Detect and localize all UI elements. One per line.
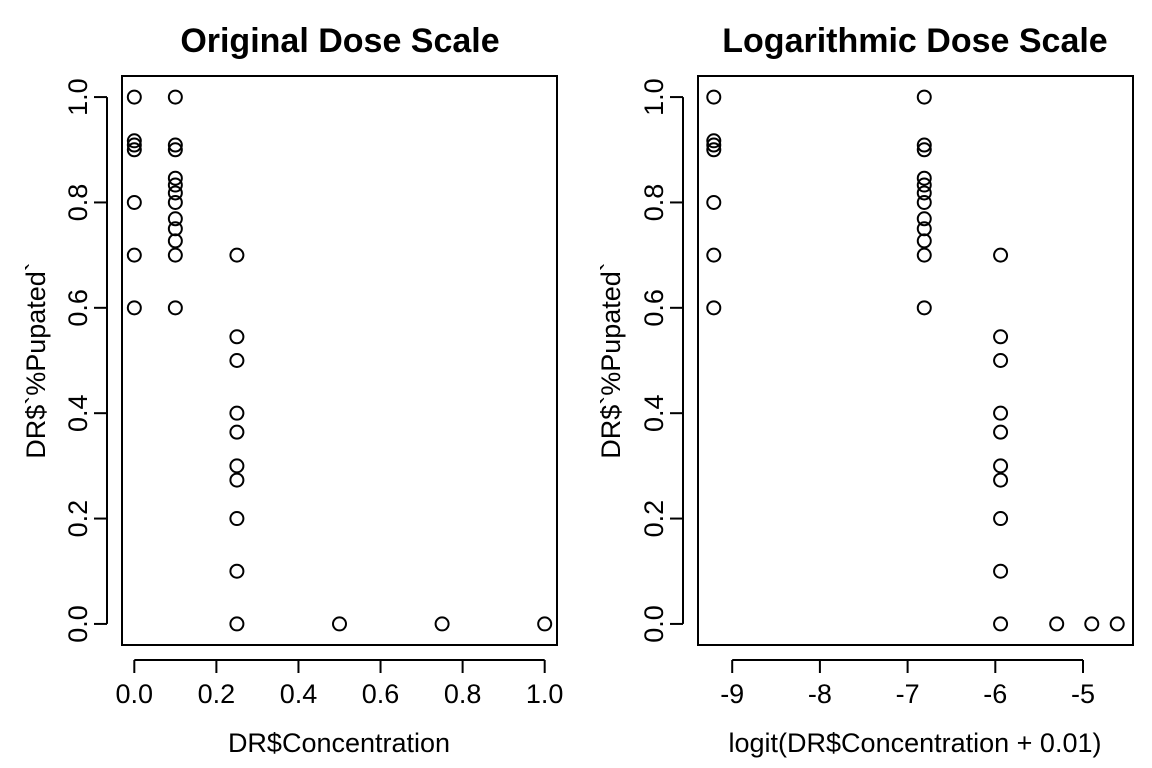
x-tick-label: -8 [808, 679, 832, 709]
data-point [916, 300, 932, 316]
data-point [229, 424, 245, 440]
data-point [229, 458, 245, 474]
x-tick-label: -5 [1071, 679, 1095, 709]
data-point [126, 194, 142, 210]
x-tick-label: -9 [720, 679, 744, 709]
data-point [1084, 616, 1100, 632]
y-axis-label: DR$`%Pupated` [596, 262, 626, 459]
data-point [229, 405, 245, 421]
data-point [126, 137, 142, 153]
data-point [706, 247, 722, 263]
data-point [167, 194, 183, 210]
data-point [167, 170, 183, 186]
y-tick-label: 1.0 [639, 78, 669, 116]
data-point [916, 137, 932, 153]
data-point [993, 511, 1009, 527]
y-tick-label: 0.6 [639, 289, 669, 327]
data-point [332, 616, 347, 632]
data-point [916, 211, 932, 227]
x-tick-label: 0.8 [444, 679, 482, 709]
data-point [167, 89, 183, 105]
data-point [993, 563, 1009, 579]
data-point [1049, 616, 1065, 632]
y-tick-label: 0.2 [63, 500, 93, 538]
y-tick-label: 0.0 [639, 605, 669, 643]
chart-title: Original Dose Scale [180, 22, 499, 60]
x-tick-label: -7 [896, 679, 920, 709]
x-tick-label: 1.0 [526, 679, 564, 709]
data-point [916, 247, 932, 263]
y-axis-label: DR$`%Pupated` [21, 262, 51, 459]
data-point [167, 137, 183, 153]
data-point [229, 616, 245, 632]
data-point [167, 211, 183, 227]
data-point [993, 472, 1009, 488]
data-point [993, 424, 1009, 440]
data-point [434, 616, 450, 632]
data-point [229, 511, 245, 527]
y-tick-label: 0.8 [639, 184, 669, 222]
data-point [916, 221, 932, 237]
data-point [167, 177, 183, 193]
x-tick-label: -6 [983, 679, 1007, 709]
data-point [706, 142, 722, 158]
data-point [916, 142, 932, 158]
plot-frame [121, 75, 558, 646]
x-axis-label: DR$Concentration [228, 728, 450, 758]
x-tick-label: 0.4 [280, 679, 318, 709]
y-tick-label: 0.0 [63, 605, 93, 643]
data-point [167, 185, 183, 201]
data-point [167, 300, 183, 316]
chart-title: Logarithmic Dose Scale [722, 22, 1107, 60]
data-point [993, 405, 1009, 421]
data-point [167, 233, 183, 249]
data-point [229, 563, 245, 579]
data-point [1109, 616, 1125, 632]
data-point [916, 170, 932, 186]
data-point [706, 137, 722, 153]
y-tick-label: 1.0 [63, 78, 93, 116]
data-point [916, 177, 932, 193]
left-panel: Original Dose Scale 0.0 0.2 0.4 0.6 0.8 1.0 DR$… [21, 22, 563, 758]
data-point [993, 329, 1009, 345]
data-point [126, 247, 142, 263]
y-tick-label: 0.8 [63, 184, 93, 222]
right-panel: Logarithmic Dose Scale -9 -8 -7 -6 -5 logit(DR… [596, 22, 1134, 758]
data-point [229, 329, 245, 345]
x-tick-label: 0.6 [362, 679, 400, 709]
data-point [537, 616, 553, 632]
data-point [126, 89, 142, 105]
data-point [167, 221, 183, 237]
plot-frame [697, 75, 1134, 646]
data-point [916, 194, 932, 210]
data-point [993, 247, 1009, 263]
data-point [993, 458, 1009, 474]
data-point [916, 185, 932, 201]
data-point [229, 472, 245, 488]
data-point [706, 300, 722, 316]
data-point [706, 133, 722, 149]
data-point [229, 247, 245, 263]
data-point [229, 353, 245, 368]
data-point [126, 300, 142, 316]
data-point [993, 353, 1009, 368]
x-tick-label: 0.2 [198, 679, 236, 709]
x-tick-label: 0.0 [116, 679, 154, 709]
y-tick-label: 0.6 [63, 289, 93, 327]
data-point [126, 142, 142, 158]
data-point [706, 194, 722, 210]
x-axis-label: logit(DR$Concentration + 0.01) [729, 728, 1102, 758]
data-point [916, 89, 932, 105]
data-point [167, 247, 183, 263]
data-point [167, 142, 183, 158]
y-tick-label: 0.4 [63, 394, 93, 432]
data-point [126, 133, 142, 149]
y-tick-label: 0.2 [639, 500, 669, 538]
data-point [706, 89, 722, 105]
data-point [916, 233, 932, 249]
data-point [993, 616, 1009, 632]
y-tick-label: 0.4 [639, 394, 669, 432]
